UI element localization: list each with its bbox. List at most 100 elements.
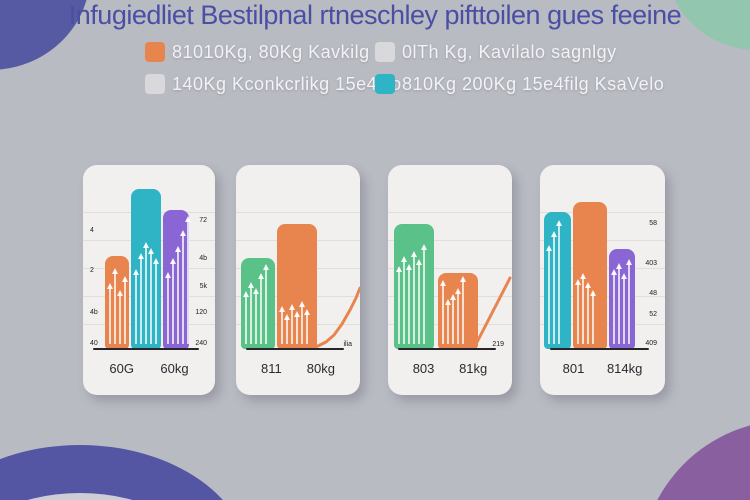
arrow-streak-icon <box>169 257 176 344</box>
chart-area: 58 403 48 52 409 <box>540 165 665 351</box>
axis-tick: 4b <box>199 255 207 262</box>
chart-card-3: 219 803 81kg <box>388 165 512 395</box>
arrow-streak-icon <box>420 243 427 344</box>
bar-orange <box>438 273 478 349</box>
arrow-streak-icon <box>106 283 113 344</box>
chart-area: ilia <box>236 165 360 351</box>
legend-swatch <box>375 42 395 62</box>
decorative-ring-bottom-left <box>0 445 250 500</box>
axis-tick: 72 <box>199 217 207 224</box>
arrow-streak-icon <box>147 248 154 344</box>
axis-tick: 4 <box>90 227 94 234</box>
x-axis-labels: 811 80kg <box>236 361 360 376</box>
trend-line <box>308 286 360 350</box>
bar-green <box>394 224 434 349</box>
x-axis-label: 803 <box>412 361 435 376</box>
arrow-streak-icon <box>589 289 596 344</box>
arrow-streak-icon <box>288 303 295 344</box>
gridline <box>236 212 360 213</box>
arrow-streak-icon <box>293 311 300 344</box>
arrow-streak-icon <box>111 268 118 344</box>
gridline <box>388 212 512 213</box>
x-axis-label: 81kg <box>459 361 488 376</box>
arrow-streak-icon <box>137 253 144 344</box>
arrow-streak-icon <box>395 266 402 344</box>
bar-green <box>241 258 275 349</box>
axis-tick: 409 <box>645 340 657 347</box>
arrow-streak-icon <box>550 231 557 344</box>
arrow-streak-icon <box>262 263 269 344</box>
legend-label: 140Kg Kconkcrlikg 15e4klo <box>172 73 402 94</box>
axis-tick: 120 <box>195 309 207 316</box>
axis-tick: 5k <box>199 283 207 290</box>
arrow-streak-icon <box>283 313 290 344</box>
axis-tick: ilia <box>343 341 352 348</box>
x-axis-line <box>93 348 199 350</box>
chart-card-1: 4 2 4b 40 72 4b 5k 120 240 60G 60kg <box>83 165 215 395</box>
trend-line <box>472 276 512 350</box>
arrow-streak-icon <box>454 287 461 344</box>
axis-tick: 4b <box>90 309 98 316</box>
bar-purple <box>163 210 191 349</box>
legend: 81010Kg, 80Kg Kavkilg 0lTh Kg, Kavilalo s… <box>145 36 664 100</box>
arrow-streak-icon <box>545 245 552 344</box>
axis-tick: 52 <box>649 311 657 318</box>
gridline <box>388 268 512 269</box>
arrow-streak-icon <box>415 258 422 344</box>
x-axis-labels: 801 814kg <box>540 361 665 376</box>
arrow-streak-icon <box>179 229 186 344</box>
arrow-streak-icon <box>121 275 128 344</box>
bar-orange <box>105 256 129 349</box>
legend-row: 81010Kg, 80Kg Kavkilg 0lTh Kg, Kavilalo s… <box>145 36 664 68</box>
legend-item: 81010Kg, 80Kg Kavkilg <box>145 42 375 63</box>
legend-label: 81010Kg, 80Kg Kavkilg <box>172 41 370 62</box>
arrow-streak-icon <box>459 276 466 344</box>
axis-tick: 48 <box>649 290 657 297</box>
legend-label: 810Kg 200Kg 15e4filg KsaVelo <box>402 73 665 94</box>
x-axis-label: 60kg <box>160 361 189 376</box>
legend-swatch <box>375 74 395 94</box>
bar-orange <box>573 202 607 349</box>
arrow-streak-icon <box>132 269 139 344</box>
arrow-streak-icon <box>303 308 310 344</box>
arrow-streak-icon <box>610 269 617 344</box>
x-axis-labels: 60G 60kg <box>83 361 215 376</box>
axis-tick: 58 <box>649 220 657 227</box>
arrow-streak-icon <box>439 280 446 344</box>
arrow-streak-icon <box>116 289 123 344</box>
arrow-streak-icon <box>620 273 627 344</box>
axis-tick: 40 <box>90 340 98 347</box>
chart-area: 4 2 4b 40 72 4b 5k 120 240 <box>83 165 215 351</box>
x-axis-label: 814kg <box>606 361 643 376</box>
legend-label: 0lTh Kg, Kavilalo sagnlgy <box>402 41 617 62</box>
chart-area: 219 <box>388 165 512 351</box>
arrow-streak-icon <box>174 246 181 344</box>
chart-card-2: ilia 811 80kg <box>236 165 360 395</box>
arrow-streak-icon <box>252 288 259 344</box>
legend-swatch <box>145 74 165 94</box>
arrow-streak-icon <box>615 263 622 344</box>
bar-purple <box>609 249 635 349</box>
bar-orange <box>277 224 317 349</box>
axis-tick: 2 <box>90 267 94 274</box>
decorative-blob-bottom-right <box>640 420 750 500</box>
arrow-streak-icon <box>278 306 285 344</box>
arrow-streak-icon <box>164 271 171 344</box>
gridline <box>388 240 512 241</box>
arrow-streak-icon <box>405 263 412 344</box>
infographic-title: Infugiedliet Bestilpnal rtneschley piftt… <box>68 0 682 30</box>
x-axis-line <box>550 348 649 350</box>
legend-item: 140Kg Kconkcrlikg 15e4klo <box>145 74 401 95</box>
arrow-streak-icon <box>298 301 305 344</box>
axis-tick: 240 <box>195 340 207 347</box>
x-axis-line <box>246 348 344 350</box>
bar-teal <box>544 212 571 349</box>
arrow-streak-icon <box>625 259 632 344</box>
legend-item: 0lTh Kg, Kavilalo sagnlgy <box>375 42 617 63</box>
axis-tick: 219 <box>492 341 504 348</box>
arrow-streak-icon <box>152 257 159 344</box>
bar-teal <box>131 189 161 349</box>
arrow-streak-icon <box>247 281 254 344</box>
x-axis-label: 80kg <box>306 361 335 376</box>
